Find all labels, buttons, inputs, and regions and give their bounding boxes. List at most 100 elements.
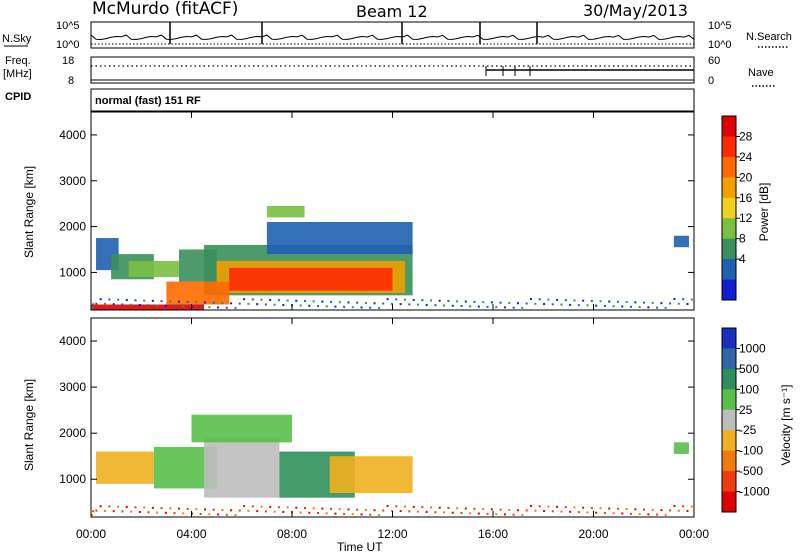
scatter-point (569, 303, 572, 306)
scatter-point (369, 306, 372, 309)
nsky-trace (90, 33, 695, 41)
scatter-point (321, 300, 324, 303)
colorbar-frame (721, 115, 737, 301)
scatter-point (243, 298, 246, 301)
scatter-point (317, 305, 320, 308)
scatter-point (156, 304, 159, 307)
velocity-colorbar-label: Velocity [m s⁻¹] (779, 384, 793, 465)
scatter-point (317, 512, 320, 515)
scatter-point (486, 305, 489, 308)
scatter-point (156, 511, 159, 514)
scatter-point (473, 507, 476, 510)
scatter-point (603, 304, 606, 307)
scatter-point (112, 303, 115, 306)
nave-tick-top: 60 (708, 55, 720, 67)
scatter-point (138, 304, 141, 307)
scatter-point (382, 302, 385, 305)
data-cell (96, 451, 154, 484)
scatter-point (508, 508, 511, 511)
colorbar-tick-label: 1000 (739, 341, 766, 355)
y-tick-label: 1000 (59, 265, 86, 279)
scatter-point (160, 507, 163, 510)
y-tick-label: 1000 (59, 472, 86, 486)
scatter-point (121, 303, 124, 306)
scatter-point (147, 511, 150, 514)
scatter-point (421, 506, 424, 509)
colorbar-swatch (722, 136, 736, 158)
colorbar-swatch (722, 430, 736, 452)
scatter-point (303, 300, 306, 303)
scatter-point (343, 305, 346, 308)
colorbar-tick-label: -100 (739, 444, 763, 458)
scatter-point (647, 306, 650, 309)
scatter-point (677, 302, 680, 305)
scatter-point (686, 509, 689, 512)
scatter-point (330, 300, 333, 303)
colorbar-tick-label: 25 (739, 403, 753, 417)
scatter-point (225, 306, 228, 309)
colorbar-swatch (722, 328, 736, 349)
scatter-point (460, 512, 463, 515)
scatter-point (121, 510, 124, 513)
scatter-point (673, 298, 676, 301)
scatter-point (260, 298, 263, 301)
scatter-point (643, 508, 646, 511)
colorbar-tick-label: 28 (739, 129, 753, 143)
velocity-panel: 1000 2000 3000 4000 (59, 317, 695, 518)
scatter-point (264, 510, 267, 513)
scatter-point (147, 304, 150, 307)
scatter-point (182, 305, 185, 308)
scatter-point (243, 505, 246, 508)
scatter-point (473, 300, 476, 303)
colorbar-swatch (722, 238, 736, 260)
scatter-point (295, 506, 298, 509)
x-tick-label: 20:00 (578, 527, 608, 541)
scatter-point (151, 506, 154, 509)
power-panel: 1000 2000 3000 4000 (59, 111, 695, 311)
scatter-point (525, 302, 528, 305)
scatter-point (143, 299, 146, 302)
scatter-point (538, 298, 541, 301)
scatter-point (595, 511, 598, 514)
colorbar-tick-label: 24 (739, 150, 753, 164)
scatter-point (308, 511, 311, 514)
scatter-point (130, 510, 133, 513)
data-cell (166, 281, 230, 305)
scatter-point (299, 304, 302, 307)
scatter-point (564, 506, 567, 509)
scatter-point (390, 302, 393, 305)
scatter-point (251, 505, 254, 508)
scatter-point (595, 304, 598, 307)
scatter-point (364, 301, 367, 304)
scatter-point (434, 511, 437, 514)
colorbar-tick-label: 16 (739, 191, 753, 205)
scatter-point (573, 299, 576, 302)
scatter-point (234, 307, 237, 310)
scatter-point (495, 513, 498, 516)
colorbar-tick-label: 20 (739, 170, 753, 184)
scatter-point (325, 512, 328, 515)
scatter-point (164, 511, 167, 514)
scatter-point (438, 506, 441, 509)
scatter-point (377, 306, 380, 309)
x-tick-label: 16:00 (478, 527, 508, 541)
scatter-point (577, 304, 580, 307)
scatter-point (656, 306, 659, 309)
scatter-point (547, 298, 550, 301)
freq-tick-bottom: 8 (68, 75, 74, 87)
scatter-point (582, 299, 585, 302)
colorbar-tick-label: -500 (739, 464, 763, 478)
data-cell (266, 205, 305, 218)
scatter-point (490, 301, 493, 304)
data-cell (673, 235, 689, 248)
scatter-point (486, 512, 489, 515)
scatter-point (460, 305, 463, 308)
scatter-point (677, 509, 680, 512)
scatter-point (443, 511, 446, 514)
scatter-point (569, 510, 572, 513)
colorbar-tick-label: -1000 (739, 485, 770, 499)
scatter-point (382, 509, 385, 512)
x-tick-label: 08:00 (277, 527, 307, 541)
beam-title: Beam 12 (356, 2, 428, 21)
scatter-point (204, 508, 207, 511)
